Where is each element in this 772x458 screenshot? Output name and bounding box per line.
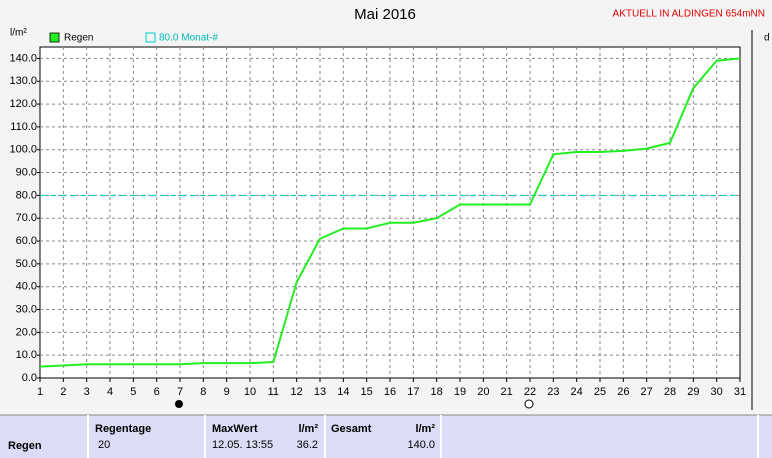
x-tick-label: 1 bbox=[37, 386, 43, 398]
x-tick-label: 31 bbox=[734, 386, 746, 398]
x-tick-label: 24 bbox=[571, 386, 583, 398]
y-tick-label: 70.0 bbox=[16, 212, 37, 224]
table-bg bbox=[0, 415, 772, 458]
x-tick-label: 15 bbox=[361, 386, 373, 398]
x-tick-label: 11 bbox=[268, 386, 279, 398]
legend-swatch bbox=[145, 32, 156, 43]
y-axis-label: l/m² bbox=[10, 28, 27, 39]
y-tick-label: 60.0 bbox=[16, 235, 37, 247]
x-tick-label: 26 bbox=[617, 386, 629, 398]
legend-swatch bbox=[49, 32, 60, 43]
y-tick-label: 110.0 bbox=[10, 121, 37, 133]
x-tick-label: 29 bbox=[687, 386, 699, 398]
cell: 140.0 bbox=[407, 439, 435, 451]
x-tick-label: 14 bbox=[337, 386, 349, 398]
x-tick-label: 3 bbox=[84, 386, 90, 398]
x-tick-label: 7 bbox=[177, 386, 183, 398]
legend-label: 80.0 Monat-# bbox=[159, 33, 218, 44]
chart-title: Mai 2016 bbox=[354, 6, 416, 23]
x-tick-label: 27 bbox=[641, 386, 653, 398]
col-unit: l/m² bbox=[415, 423, 435, 435]
col-header: Regentage bbox=[95, 423, 151, 435]
y-tick-label: 140.0 bbox=[9, 52, 37, 64]
x-tick-label: 20 bbox=[477, 386, 489, 398]
moon-icon bbox=[175, 400, 183, 408]
y-tick-label: 20.0 bbox=[16, 326, 37, 338]
y-tick-label: 0.0 bbox=[22, 372, 37, 384]
line-series bbox=[39, 57, 741, 368]
x-tick-label: 12 bbox=[291, 386, 303, 398]
x-tick-label: 18 bbox=[431, 386, 443, 398]
y-tick-label: 30.0 bbox=[16, 303, 37, 315]
y-tick-label: 80.0 bbox=[16, 189, 37, 201]
cell: 36.2 bbox=[297, 439, 318, 451]
x-tick-label: 21 bbox=[501, 386, 513, 398]
y-tick-label: 50.0 bbox=[16, 258, 37, 270]
x-tick-label: 19 bbox=[454, 386, 466, 398]
y-tick-label: 90.0 bbox=[16, 166, 37, 178]
x-tick-label: 17 bbox=[407, 386, 419, 398]
col-header: Gesamt bbox=[331, 423, 372, 435]
station-label: AKTUELL IN ALDINGEN 654mNN bbox=[613, 9, 765, 20]
y-tick-label: 130.0 bbox=[9, 75, 37, 87]
cell: 20 bbox=[98, 439, 110, 451]
x-tick-label: 16 bbox=[384, 386, 396, 398]
x-tick-label: 25 bbox=[594, 386, 606, 398]
y-tick-label: 10.0 bbox=[16, 349, 37, 361]
x-tick-label: 2 bbox=[60, 386, 66, 398]
x-tick-label: 22 bbox=[524, 386, 536, 398]
x-tick-label: 8 bbox=[200, 386, 206, 398]
y-tick-label: 120.0 bbox=[9, 98, 37, 110]
moon-icon bbox=[524, 399, 534, 409]
y-tick-label: 40.0 bbox=[16, 281, 37, 293]
x-tick-label: 23 bbox=[547, 386, 559, 398]
x-tick-label: 5 bbox=[130, 386, 136, 398]
x-tick-label: 4 bbox=[107, 386, 113, 398]
legend-label: Regen bbox=[64, 33, 93, 44]
col-header: MaxWert bbox=[212, 423, 258, 435]
row-label: Regen bbox=[8, 440, 42, 452]
right-axis-label: d bbox=[764, 33, 770, 44]
x-tick-label: 30 bbox=[711, 386, 723, 398]
x-tick-label: 28 bbox=[664, 386, 676, 398]
x-tick-label: 13 bbox=[314, 386, 326, 398]
cell: 12.05. 13:55 bbox=[212, 439, 273, 451]
x-tick-label: 10 bbox=[244, 386, 256, 398]
y-tick-label: 100.0 bbox=[9, 144, 37, 156]
col-unit: l/m² bbox=[298, 423, 318, 435]
x-tick-label: 9 bbox=[224, 386, 230, 398]
x-tick-label: 6 bbox=[154, 386, 160, 398]
